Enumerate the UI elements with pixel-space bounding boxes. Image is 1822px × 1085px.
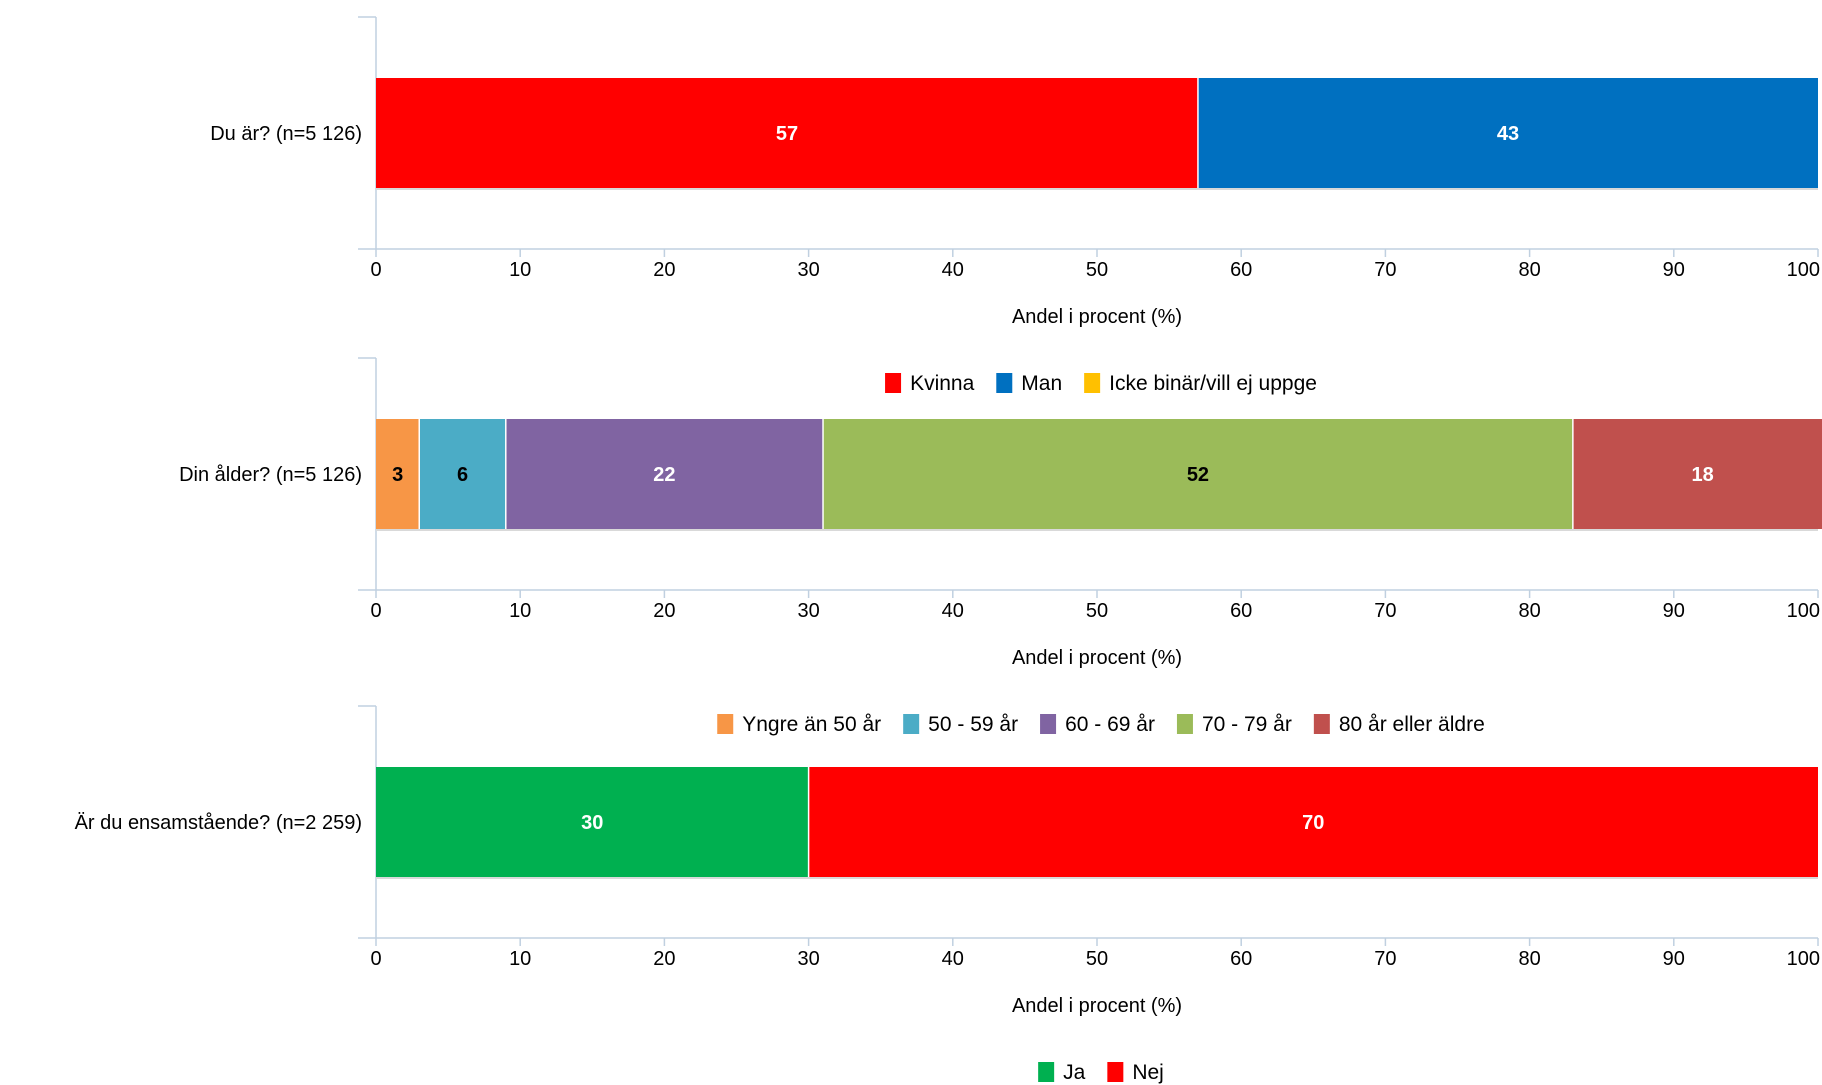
x-tick-label: 20 bbox=[653, 948, 675, 970]
legend: Yngre än 50 år 50 - 59 år 60 - 69 år 70 - 7… bbox=[717, 713, 1485, 736]
data-label: 57 bbox=[776, 123, 798, 145]
x-tick-label: 90 bbox=[1663, 259, 1685, 281]
x-tick-label: 40 bbox=[942, 259, 964, 281]
legend-swatch bbox=[1084, 373, 1101, 393]
x-tick-label: 60 bbox=[1230, 600, 1252, 622]
x-tick-label: 60 bbox=[1230, 948, 1252, 970]
legend-label: Nej bbox=[1132, 1061, 1164, 1084]
legend-swatch bbox=[885, 373, 902, 393]
legend-label: Kvinna bbox=[910, 372, 975, 395]
x-tick-label: 80 bbox=[1518, 600, 1540, 622]
legend: Kvinna Man Icke binär/vill ej uppge bbox=[885, 372, 1317, 395]
x-tick-label: 60 bbox=[1230, 259, 1252, 281]
legend-item[interactable]: Man bbox=[996, 372, 1062, 395]
data-label: 22 bbox=[653, 464, 675, 486]
x-tick-label: 50 bbox=[1086, 259, 1108, 281]
data-label: 6 bbox=[457, 464, 468, 486]
legend-item[interactable]: Yngre än 50 år bbox=[717, 713, 881, 736]
x-tick-label: 10 bbox=[509, 600, 531, 622]
bar-segment[interactable] bbox=[376, 78, 1198, 188]
x-axis-title: Andel i procent (%) bbox=[1012, 306, 1182, 328]
x-tick-label: 10 bbox=[509, 259, 531, 281]
legend-swatch bbox=[1107, 1062, 1124, 1082]
x-tick-label: 30 bbox=[797, 948, 819, 970]
data-label: 3 bbox=[392, 464, 403, 486]
legend-swatch bbox=[903, 714, 920, 734]
x-tick-label: 40 bbox=[942, 948, 964, 970]
x-tick-label: 30 bbox=[797, 600, 819, 622]
legend-item[interactable]: Nej bbox=[1107, 1061, 1164, 1084]
data-label: 18 bbox=[1692, 464, 1714, 486]
x-tick-label: 0 bbox=[370, 948, 381, 970]
bar-segment[interactable] bbox=[1197, 78, 1818, 188]
legend-item[interactable]: Kvinna bbox=[885, 372, 975, 395]
x-tick-label: 80 bbox=[1518, 948, 1540, 970]
legend: Ja Nej bbox=[1038, 1061, 1164, 1084]
legend-swatch bbox=[1040, 714, 1057, 734]
bar-segment[interactable] bbox=[419, 419, 506, 529]
bar-segment[interactable] bbox=[808, 767, 1818, 877]
x-tick-label: 40 bbox=[942, 600, 964, 622]
legend-swatch bbox=[717, 714, 734, 734]
x-axis-title: Andel i procent (%) bbox=[1012, 647, 1182, 669]
legend-label: 80 år eller äldre bbox=[1339, 713, 1485, 736]
data-label: 43 bbox=[1497, 123, 1519, 145]
x-tick-label: 70 bbox=[1374, 600, 1396, 622]
legend-label: Man bbox=[1021, 372, 1062, 395]
x-tick-label: 10 bbox=[509, 948, 531, 970]
category-label: Är du ensamstående? (n=2 259) bbox=[75, 812, 362, 834]
legend-label: 60 - 69 år bbox=[1065, 713, 1155, 736]
x-tick-label: 100 bbox=[1787, 948, 1820, 970]
legend-swatch bbox=[996, 373, 1013, 393]
chart-panel-2: Din ålder? (n=5 126) 3 6 22 52 18 0 10 20 30 40 50 6… bbox=[179, 357, 1822, 736]
bar-segment[interactable] bbox=[1572, 419, 1822, 529]
x-axis-title: Andel i procent (%) bbox=[1012, 995, 1182, 1017]
legend-item[interactable]: Icke binär/vill ej uppge bbox=[1084, 372, 1317, 395]
legend-swatch bbox=[1176, 714, 1193, 734]
x-tick-label: 50 bbox=[1086, 948, 1108, 970]
data-label: 30 bbox=[581, 812, 603, 834]
legend-label: Yngre än 50 år bbox=[742, 713, 881, 736]
x-tick-label: 20 bbox=[653, 259, 675, 281]
category-label: Din ålder? (n=5 126) bbox=[179, 464, 362, 486]
legend-swatch bbox=[1313, 714, 1330, 734]
x-tick-label: 30 bbox=[797, 259, 819, 281]
x-tick-label: 100 bbox=[1787, 259, 1820, 281]
x-tick-label: 0 bbox=[370, 600, 381, 622]
x-tick-label: 90 bbox=[1663, 600, 1685, 622]
chart-panel-1: Du är? (n=5 126) 57 43 0 10 20 30 40 50 60 70 80 90 1… bbox=[210, 16, 1820, 395]
legend-item[interactable]: 80 år eller äldre bbox=[1313, 713, 1485, 736]
legend-item[interactable]: 50 - 59 år bbox=[903, 713, 1018, 736]
legend-label: Ja bbox=[1063, 1061, 1086, 1084]
category-label: Du är? (n=5 126) bbox=[210, 123, 362, 145]
data-label: 52 bbox=[1187, 464, 1209, 486]
x-tick-label: 90 bbox=[1663, 948, 1685, 970]
x-tick-label: 100 bbox=[1787, 600, 1820, 622]
chart-panel-3: Är du ensamstående? (n=2 259) 30 70 0 10 20 30… bbox=[75, 705, 1820, 1084]
legend-label: 50 - 59 år bbox=[928, 713, 1018, 736]
legend-item[interactable]: 60 - 69 år bbox=[1040, 713, 1155, 736]
bar-segment[interactable] bbox=[376, 767, 809, 877]
bar-segment[interactable] bbox=[823, 419, 1573, 529]
legend-swatch bbox=[1038, 1062, 1055, 1082]
legend-label: Icke binär/vill ej uppge bbox=[1109, 372, 1317, 395]
x-tick-label: 0 bbox=[370, 259, 381, 281]
legend-item[interactable]: Ja bbox=[1038, 1061, 1086, 1084]
x-tick-label: 80 bbox=[1518, 259, 1540, 281]
legend-label: 70 - 79 år bbox=[1202, 713, 1292, 736]
x-tick-label: 50 bbox=[1086, 600, 1108, 622]
x-tick-label: 20 bbox=[653, 600, 675, 622]
x-tick-label: 70 bbox=[1374, 948, 1396, 970]
bar-segment[interactable] bbox=[376, 419, 420, 529]
legend-item[interactable]: 70 - 79 år bbox=[1176, 713, 1292, 736]
x-tick-label: 70 bbox=[1374, 259, 1396, 281]
data-label: 70 bbox=[1302, 812, 1324, 834]
bar-segment[interactable] bbox=[505, 419, 824, 529]
